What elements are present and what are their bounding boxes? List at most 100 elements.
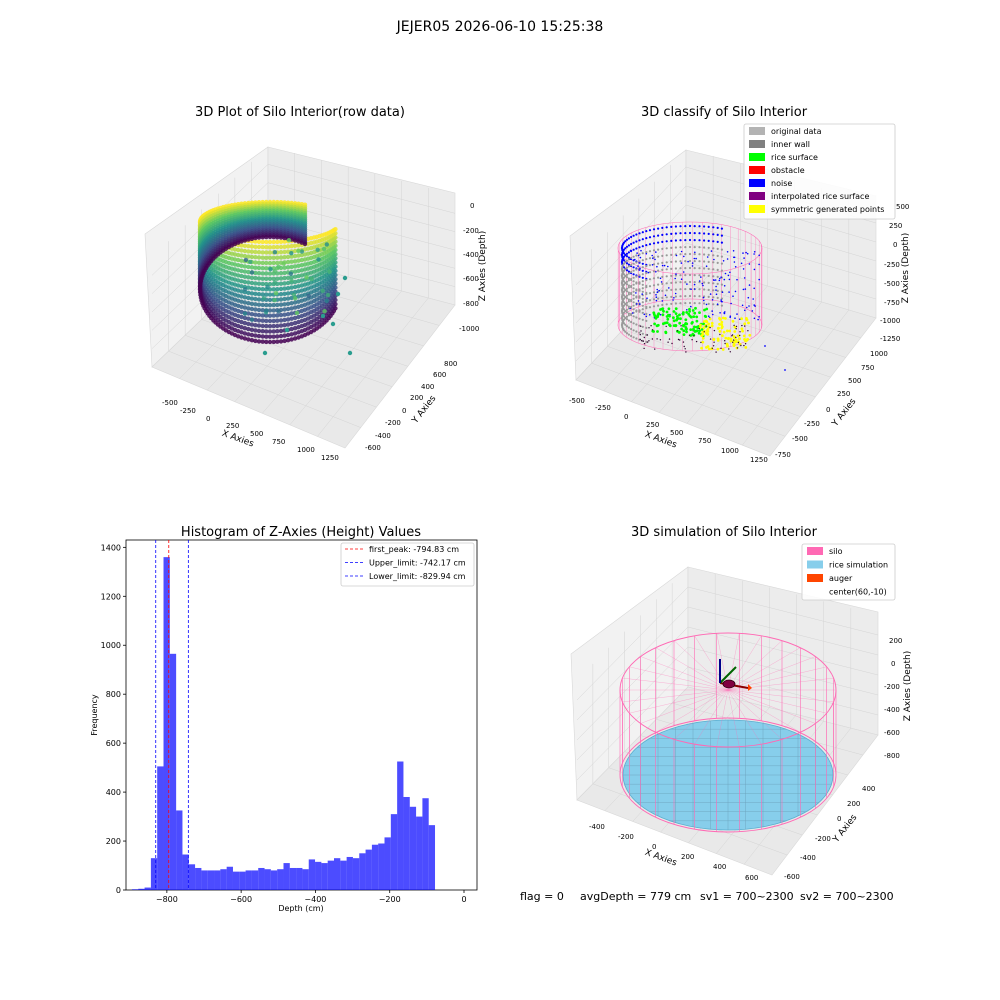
simulation-z-tick-labels: 200 0 -200 -400 -600 -800: [884, 637, 902, 760]
raw-point: [249, 312, 255, 317]
silo-roof-line: [727, 689, 834, 703]
interpolated-point: [679, 339, 681, 341]
noise-point: [663, 264, 666, 267]
silo-roof-line: [622, 689, 729, 703]
inner-wall-point: [665, 261, 668, 264]
noise-point: [674, 292, 677, 295]
raw-point: [239, 258, 244, 263]
inner-wall-point: [670, 267, 673, 270]
inner-wall-point: [684, 281, 687, 284]
inner-wall-point: [648, 264, 652, 267]
rice-surface-point: [693, 311, 697, 315]
inner-wall-point: [632, 276, 635, 279]
histogram-x-tick-label: −200: [379, 895, 401, 904]
histogram-bar: [270, 870, 278, 890]
raw-point: [253, 265, 258, 270]
raw-point: [246, 301, 251, 306]
classify-y-tick: -500: [792, 435, 808, 443]
panel-histogram: Histogram of Z-Axies (Height) Values −80…: [90, 525, 478, 913]
raw-point: [242, 264, 248, 269]
simulation-zaxis-label: Z Axies (Depth): [903, 651, 913, 722]
inner-wall-point: [707, 246, 710, 249]
raw-point: [278, 235, 284, 240]
raw-point: [260, 271, 265, 276]
raw-x-tick: 0: [206, 415, 210, 423]
histogram-bar: [296, 867, 303, 890]
inner-wall-point: [652, 235, 656, 238]
floor-gridline: [317, 297, 429, 437]
rice-surface-point: [691, 309, 695, 312]
classify-z-tick: -750: [884, 299, 900, 307]
raw-point: [285, 322, 291, 327]
inner-wall-point: [684, 288, 687, 291]
raw-point: [282, 286, 287, 291]
classify-z-tick: -250: [884, 261, 900, 269]
noise-point: [701, 282, 704, 285]
simulation-auger: [719, 659, 752, 691]
inner-wall-point: [641, 332, 644, 335]
inner-wall-point: [627, 307, 631, 310]
inner-wall-point: [652, 298, 656, 301]
noise-point: [758, 316, 760, 318]
inner-wall-point: [657, 269, 660, 272]
inner-wall-point: [712, 296, 715, 299]
inner-wall-point: [625, 252, 629, 255]
inner-wall-point: [684, 239, 687, 242]
histogram-bar: [302, 869, 309, 890]
inner-wall-point: [674, 239, 678, 242]
legend-label: center(60,-10): [829, 588, 887, 597]
raw-point: [291, 292, 297, 297]
inner-wall-point: [641, 252, 644, 255]
raw-point: [242, 248, 248, 254]
inner-wall-point: [627, 319, 631, 322]
raw-point: [256, 281, 262, 286]
raw-point: [296, 253, 301, 258]
inner-wall-point: [622, 255, 626, 258]
legend-label: symmetric generated points: [771, 205, 884, 214]
raw-point: [304, 275, 309, 280]
raw-y-tick: 200: [410, 394, 423, 402]
inner-wall-point: [716, 296, 719, 299]
noise-point: [694, 251, 696, 254]
histogram-bar: [264, 869, 271, 890]
raw-point: [285, 332, 291, 338]
simulation-z-tick: 0: [891, 660, 895, 668]
simulation-y-tick: 0: [837, 815, 841, 823]
raw-point: [242, 253, 248, 259]
interpolated-point: [732, 341, 734, 343]
raw-point: [289, 251, 294, 256]
inner-wall-point: [679, 232, 682, 235]
raw-point: [249, 286, 255, 291]
raw-point: [306, 293, 311, 298]
rice-surface-point: [668, 324, 672, 328]
interpolated-point: [712, 345, 715, 347]
silo-roof-line: [629, 666, 729, 691]
raw-point: [271, 329, 276, 334]
inner-wall-point: [627, 314, 631, 317]
histogram-bar: [188, 864, 196, 890]
inner-wall-point: [652, 249, 656, 252]
inner-wall-point: [707, 253, 710, 256]
inner-wall-point: [665, 240, 668, 243]
raw-y-tick: -200: [385, 419, 401, 427]
inner-wall-point: [635, 233, 638, 236]
classify-z-tick: -1250: [880, 335, 900, 343]
inner-wall-point: [679, 253, 682, 256]
raw-point: [289, 278, 294, 283]
raw-point: [260, 255, 265, 260]
noise-point: [758, 254, 760, 257]
raw-point: [271, 245, 276, 250]
floor-gridline: [714, 301, 822, 435]
inner-wall-point: [645, 251, 648, 254]
raw-point: [292, 320, 298, 326]
inner-wall-point: [632, 322, 635, 325]
raw-point: [264, 329, 269, 334]
noise-point: [747, 296, 750, 299]
inner-wall-point: [707, 274, 710, 277]
raw-data-points: [197, 199, 353, 356]
legend-swatch: [749, 192, 765, 200]
rice-surface-point: [700, 328, 704, 331]
raw-point: [264, 260, 269, 266]
noise-point: [744, 288, 747, 290]
